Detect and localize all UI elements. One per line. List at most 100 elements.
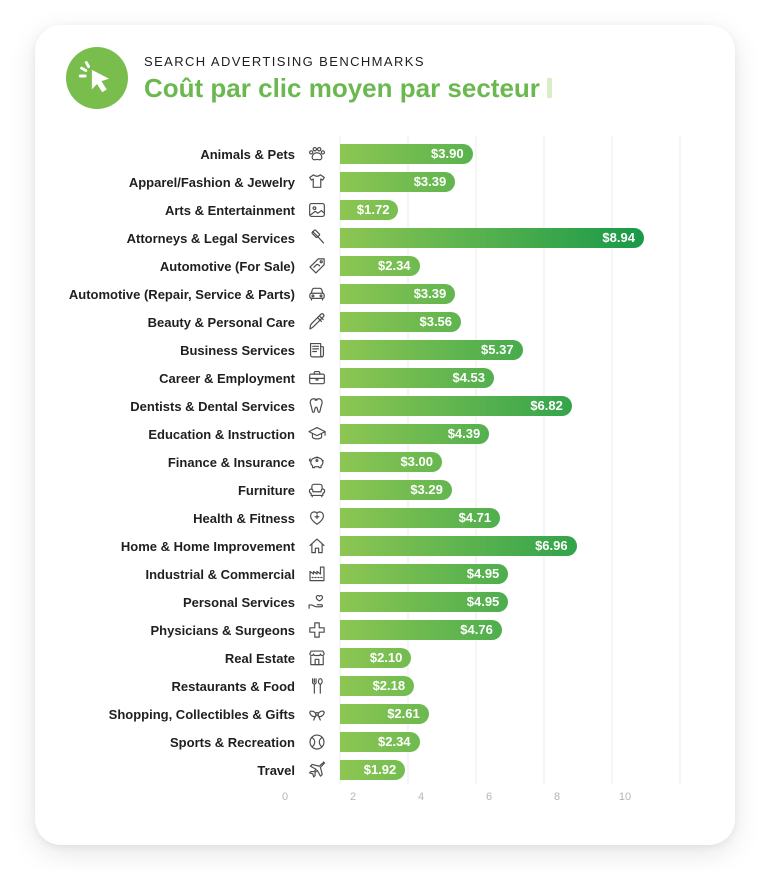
bar-value-label: $5.37 [481,342,514,357]
bar-area: $4.95 [340,564,680,584]
factory-icon [304,563,330,585]
gridline [543,136,545,784]
bar-value-label: $2.34 [378,734,411,749]
bar-area: $1.92 [340,760,680,780]
bar: $2.61 [340,704,429,724]
bar: $1.72 [340,200,399,220]
x-tick-label: 8 [553,791,561,803]
bar: $4.39 [340,424,490,444]
category-label: Restaurants & Food [171,678,295,694]
bar-area: $5.37 [340,340,680,360]
chart-row: Education & Instruction $4.39 [53,420,680,448]
category-label: Automotive (Repair, Service & Parts) [68,286,295,302]
category-label: Physicians & Surgeons [150,622,296,638]
bar-value-label: $4.53 [452,370,486,385]
bar: $8.94 [340,228,644,248]
bar-area: $3.39 [340,284,680,304]
x-tick-label: 2 [349,791,357,803]
chart-row: Attorneys & Legal Services $8.94 [53,224,680,252]
category-label: Attorneys & Legal Services [126,230,295,246]
bar-area: $3.90 [340,144,680,164]
category-label: Arts & Entertainment [164,202,295,218]
hand-heart-icon [304,591,330,613]
bar-area: $3.39 [340,172,680,192]
bar-value-label: $3.39 [413,174,447,189]
chart-row: Health & Fitness $4.71 [53,504,680,532]
paw-icon [304,143,330,165]
bar: $3.29 [340,480,452,500]
category-label: Business Services [180,342,295,358]
bar-area: $3.00 [340,452,680,472]
chart-row: Shopping, Collectibles & Gifts $2.61 [53,700,680,728]
bar-area: $2.34 [340,256,680,276]
bar: $4.95 [340,592,509,612]
bar-value-label: $4.71 [458,510,492,525]
bar-value-label: $3.56 [419,314,453,329]
category-label: Animals & Pets [200,146,295,162]
bar-value-label: $4.95 [466,594,500,609]
bar: $3.39 [340,172,456,192]
chart-row: Business Services $5.37 [53,336,680,364]
bar: $6.82 [340,396,572,416]
bar-area: $2.61 [340,704,680,724]
category-label: Personal Services [182,594,295,610]
category-label: Education & Instruction [148,426,295,442]
chart-row: Travel $1.92 [53,756,680,784]
bar: $3.39 [340,284,456,304]
gavel-icon [304,227,330,249]
category-label: Home & Home Improvement [120,538,295,554]
category-label: Furniture [237,482,295,498]
category-label: Travel [257,762,295,778]
category-label: Real Estate [224,650,295,666]
x-tick-label: 4 [417,791,425,803]
bar-area: $3.29 [340,480,680,500]
gridline [475,136,477,784]
header-text: SEARCH ADVERTISING BENCHMARKS Coût par c… [144,54,552,103]
bar-value-label: $2.10 [369,650,403,665]
gridline [679,136,681,784]
chart-row: Finance & Insurance $3.00 [53,448,680,476]
chart-row: Arts & Entertainment $1.72 [53,196,680,224]
benchmark-card: SEARCH ADVERTISING BENCHMARKS Coût par c… [35,25,735,845]
category-label: Shopping, Collectibles & Gifts [108,706,295,722]
x-tick-label: 6 [485,791,493,803]
bar-value-label: $6.96 [535,538,568,553]
bar: $3.00 [340,452,442,472]
car-tag-icon [304,255,330,277]
bar-value-label: $3.90 [431,146,464,161]
chart-row: Home & Home Improvement $6.96 [53,532,680,560]
bar: $2.10 [340,648,412,668]
chart-row: Industrial & Commercial $4.95 [53,560,680,588]
x-axis: 0 2 4 6 8 10 [282,784,631,808]
bar-area: $4.76 [340,620,680,640]
category-label: Apparel/Fashion & Jewelry [128,174,295,190]
chart-row: Real Estate $2.10 [53,644,680,672]
chart-row: Physicians & Surgeons $4.76 [53,616,680,644]
bar-value-label: $1.92 [363,762,397,777]
cutlery-icon [304,675,330,697]
bar-value-label: $4.39 [447,426,481,441]
ball-icon [304,731,330,753]
bar-area: $2.10 [340,648,680,668]
cursor-click-icon [66,47,128,109]
bar-value-label: $6.82 [530,398,563,413]
bar-value-label: $2.18 [372,678,406,693]
chart-row: Dentists & Dental Services $6.82 [53,392,680,420]
category-label: Sports & Recreation [170,734,295,750]
briefcase-icon [304,367,330,389]
picture-icon [304,199,330,221]
bar-value-label: $3.39 [413,286,447,301]
armchair-icon [304,479,330,501]
medical-cross-icon [304,619,330,641]
category-label: Career & Employment [159,370,295,386]
bar-value-label: $4.95 [466,566,500,581]
gift-bow-icon [304,703,330,725]
chart-row: Career & Employment $4.53 [53,364,680,392]
brush-icon [304,311,330,333]
bar-area: $1.72 [340,200,680,220]
bar-value-label: $2.34 [378,258,411,273]
bar-area: $2.18 [340,676,680,696]
header: SEARCH ADVERTISING BENCHMARKS Coût par c… [35,25,735,109]
house-icon [304,535,330,557]
graduation-cap-icon [304,423,330,445]
